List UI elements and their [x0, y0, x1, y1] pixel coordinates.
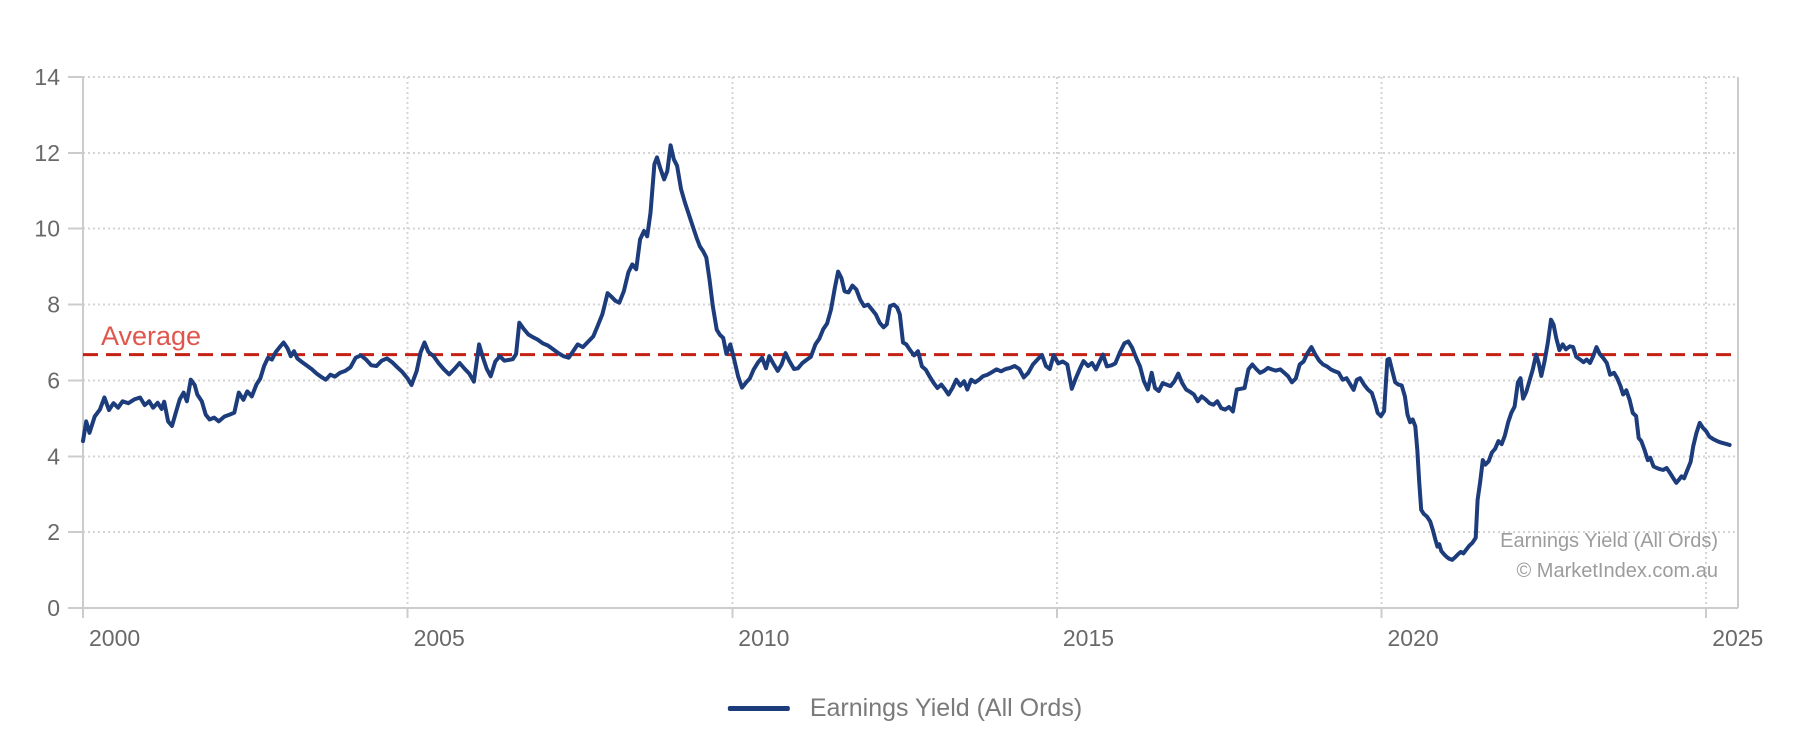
- y-tick-label: 10: [34, 216, 60, 242]
- watermark-series-name: Earnings Yield (All Ords): [1500, 530, 1718, 552]
- legend-line-swatch: [727, 706, 790, 711]
- y-tick-label: 0: [47, 595, 60, 621]
- x-tick-label: 2025: [1712, 625, 1763, 651]
- x-tick-label: 2005: [414, 625, 465, 651]
- earnings-yield-line[interactable]: [81, 143, 1732, 562]
- y-tick-label: 8: [47, 292, 60, 318]
- y-tick-label: 2: [47, 519, 60, 545]
- x-tick-label: 2020: [1388, 625, 1439, 651]
- y-tick-label: 4: [47, 443, 60, 469]
- legend-label: Earnings Yield (All Ords): [809, 694, 1083, 722]
- watermark-copyright: © MarketIndex.com.au: [1516, 560, 1718, 582]
- watermark: Earnings Yield (All Ords) © MarketIndex.…: [1500, 526, 1718, 586]
- axis-frame: [82, 77, 1739, 609]
- y-tick-label: 6: [47, 367, 60, 393]
- legend-item[interactable]: Earnings Yield (All Ords): [727, 694, 1083, 723]
- x-tick-label: 2010: [738, 625, 789, 651]
- y-tick-label: 12: [34, 140, 60, 166]
- gridlines: [83, 76, 1738, 608]
- x-tick-label: 2000: [89, 625, 140, 651]
- average-label: Average: [101, 321, 202, 351]
- tick-labels: 0 2 4 6 8 10 12 14 2000 2005 2010 2015 2020 2025: [34, 64, 1763, 651]
- tick-marks: [68, 76, 1708, 618]
- y-tick-label: 14: [34, 64, 60, 90]
- x-tick-label: 2015: [1063, 625, 1114, 651]
